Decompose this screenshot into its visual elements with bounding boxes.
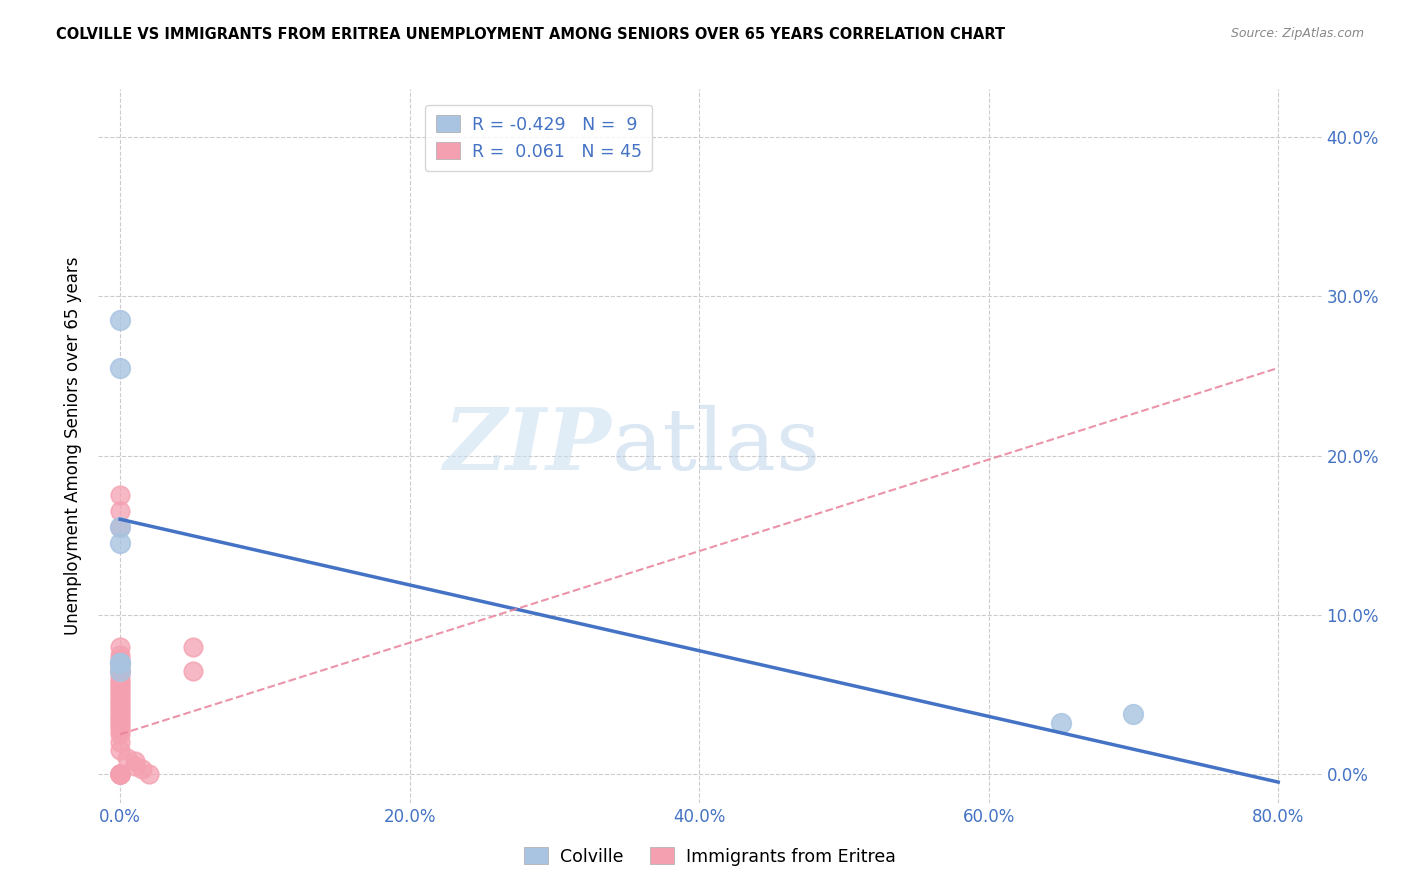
Text: Source: ZipAtlas.com: Source: ZipAtlas.com bbox=[1230, 27, 1364, 40]
Point bbox=[108, 656, 131, 670]
Point bbox=[108, 674, 131, 689]
Point bbox=[108, 767, 131, 781]
Point bbox=[108, 713, 131, 727]
Point bbox=[124, 755, 146, 769]
Point bbox=[108, 767, 131, 781]
Point bbox=[108, 767, 131, 781]
Point bbox=[108, 520, 131, 534]
Point bbox=[108, 678, 131, 692]
Point bbox=[108, 681, 131, 695]
Point bbox=[108, 536, 131, 550]
Point bbox=[108, 664, 131, 678]
Point bbox=[108, 672, 131, 686]
Legend: Colville, Immigrants from Eritrea: Colville, Immigrants from Eritrea bbox=[517, 840, 903, 872]
Y-axis label: Unemployment Among Seniors over 65 years: Unemployment Among Seniors over 65 years bbox=[65, 257, 83, 635]
Point bbox=[117, 751, 139, 765]
Point bbox=[108, 684, 131, 698]
Point bbox=[108, 703, 131, 717]
Point bbox=[108, 664, 131, 678]
Point bbox=[108, 361, 131, 376]
Point bbox=[108, 697, 131, 711]
Point bbox=[108, 719, 131, 733]
Point bbox=[108, 666, 131, 681]
Point bbox=[138, 767, 160, 781]
Point bbox=[108, 488, 131, 502]
Point bbox=[108, 710, 131, 724]
Point bbox=[108, 688, 131, 702]
Text: COLVILLE VS IMMIGRANTS FROM ERITREA UNEMPLOYMENT AMONG SENIORS OVER 65 YEARS COR: COLVILLE VS IMMIGRANTS FROM ERITREA UNEM… bbox=[56, 27, 1005, 42]
Point bbox=[181, 640, 204, 654]
Point bbox=[108, 520, 131, 534]
Point bbox=[108, 700, 131, 714]
Point bbox=[1050, 716, 1073, 731]
Point bbox=[108, 504, 131, 518]
Point bbox=[108, 767, 131, 781]
Point bbox=[108, 652, 131, 666]
Point bbox=[108, 640, 131, 654]
Point bbox=[131, 762, 153, 776]
Point bbox=[108, 735, 131, 749]
Point bbox=[108, 727, 131, 741]
Point bbox=[108, 313, 131, 327]
Point bbox=[108, 690, 131, 705]
Point bbox=[181, 664, 204, 678]
Point bbox=[108, 723, 131, 737]
Point bbox=[108, 656, 131, 670]
Point bbox=[108, 706, 131, 721]
Point bbox=[108, 656, 131, 670]
Point bbox=[1122, 706, 1144, 721]
Point bbox=[108, 648, 131, 662]
Point bbox=[108, 658, 131, 673]
Point bbox=[108, 716, 131, 731]
Point bbox=[108, 767, 131, 781]
Point bbox=[124, 759, 146, 773]
Text: ZIP: ZIP bbox=[444, 404, 612, 488]
Point bbox=[108, 767, 131, 781]
Point bbox=[108, 767, 131, 781]
Point bbox=[108, 743, 131, 757]
Point bbox=[108, 767, 131, 781]
Point bbox=[108, 694, 131, 708]
Text: atlas: atlas bbox=[612, 404, 821, 488]
